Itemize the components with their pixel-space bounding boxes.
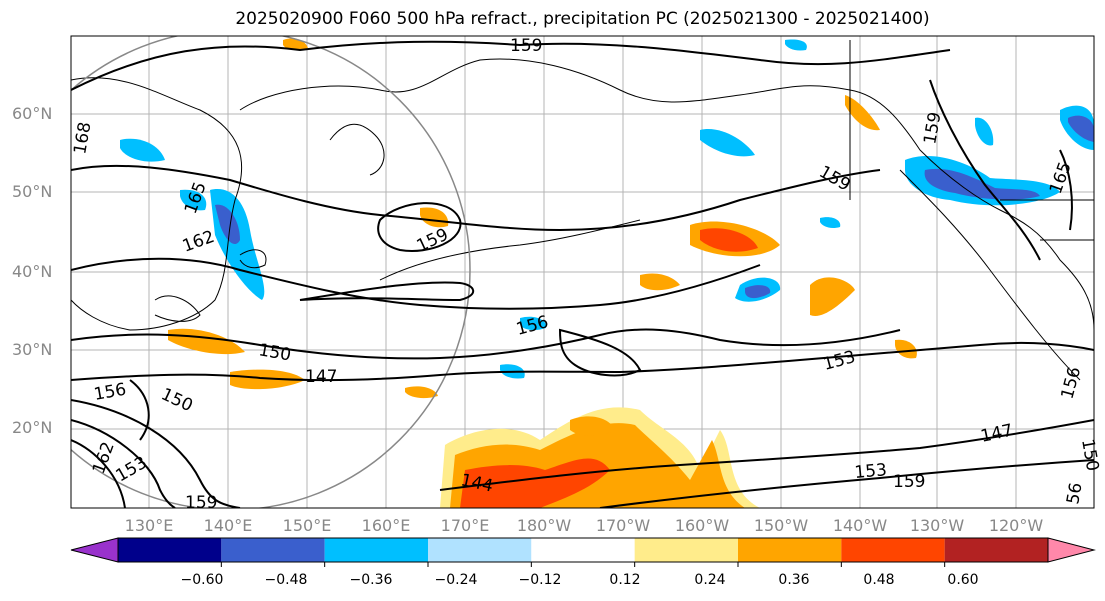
coastlines [71,40,1094,381]
colorbar-segment [324,538,428,562]
contour-label: 56 [1063,481,1086,506]
range-circle [71,36,471,508]
colorbar-segment [634,538,738,562]
colorbar-extend-high [1047,537,1096,563]
colorbar-tick-label: −0.48 [264,572,308,588]
colorbar-segment [118,538,222,562]
colorbar-tick-label: −0.60 [180,572,224,588]
colorbar-segment [738,538,842,562]
colorbar-frame [117,537,1049,563]
lon-label-140e: 140°E [203,516,253,535]
lon-label-120w: 120°W [988,516,1044,535]
colorbar-extend-low [70,537,119,563]
colorbar-segment [944,538,1048,562]
lat-label-20n: 20°N [12,418,53,437]
lat-label-40n: 40°N [12,262,53,281]
contour-label: 159 [510,36,542,56]
colorbar-tick-label: 0.60 [947,572,979,588]
colorbar-tick-label: −0.36 [349,572,393,588]
contour-label: 153 [854,460,888,483]
lat-label-30n: 30°N [12,340,53,359]
lon-label-170e: 170°E [440,516,490,535]
lon-label-150w: 150°W [753,516,809,535]
contour-label: 159 [185,493,217,513]
colorbar-segment [428,538,532,562]
colorbar-segment [531,538,635,562]
contour-label: 159 [893,472,925,492]
colorbar-tick-label: 0.48 [863,572,895,588]
lon-label-130e: 130°E [124,516,174,535]
colorbar-segment [221,538,325,562]
plot-frame [70,35,1095,509]
contours [71,40,1094,508]
colorbar-tick-label: 0.12 [609,572,641,588]
lon-label-170w: 170°W [595,516,651,535]
lon-label-130w: 130°W [909,516,965,535]
lat-label-60n: 60°N [12,104,53,123]
contour-label: 147 [305,367,337,387]
colorbar [70,537,1096,567]
lon-label-180w: 180°W [516,516,572,535]
colorbar-tick-label: −0.24 [434,572,478,588]
lat-label-50n: 50°N [12,182,53,201]
colorbar-segment [841,538,945,562]
colorbar-tick-label: −0.12 [518,572,562,588]
map-title: 2025020900 F060 500 hPa refract., precip… [235,9,930,29]
lon-label-160w: 160°W [674,516,730,535]
lon-label-140w: 140°W [832,516,888,535]
lon-label-150e: 150°E [282,516,332,535]
colorbar-tick-label: 0.36 [778,572,810,588]
colorbar-tick-label: 0.24 [694,572,726,588]
lon-label-160e: 160°E [361,516,411,535]
